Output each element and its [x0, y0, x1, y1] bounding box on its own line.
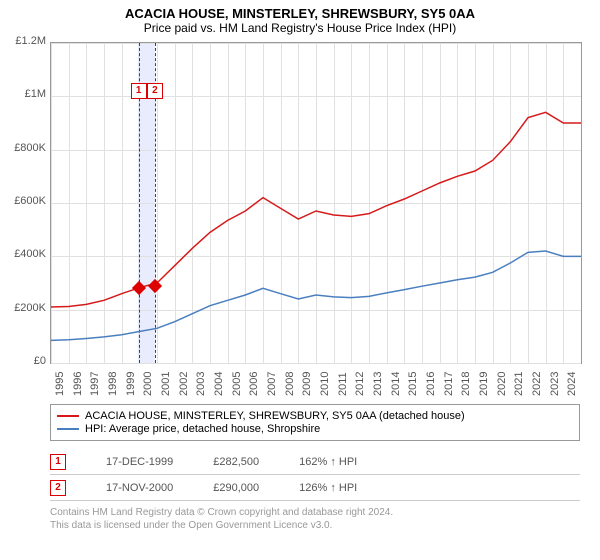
legend: ACACIA HOUSE, MINSTERLEY, SHREWSBURY, SY… [50, 404, 580, 441]
x-tick-label: 2016 [425, 372, 437, 396]
legend-item: ACACIA HOUSE, MINSTERLEY, SHREWSBURY, SY… [57, 410, 573, 422]
y-tick-label: £1M [2, 88, 46, 100]
sale-delta: 162% ↑ HPI [299, 456, 357, 468]
sale-marker-1: 1 [131, 83, 147, 99]
sale-price: £282,500 [213, 456, 259, 468]
x-tick-label: 2003 [195, 372, 207, 396]
x-tick-label: 2006 [248, 372, 260, 396]
x-tick-label: 1995 [54, 372, 66, 396]
sale-row-1: 1 17-DEC-1999 £282,500 162% ↑ HPI [50, 454, 357, 470]
x-tick-label: 2021 [513, 372, 525, 396]
x-tick-label: 2014 [390, 372, 402, 396]
sale-date: 17-NOV-2000 [106, 482, 173, 494]
x-tick-label: 2023 [549, 372, 561, 396]
footer-line-1: Contains HM Land Registry data © Crown c… [50, 507, 393, 518]
x-tick-label: 2017 [443, 372, 455, 396]
chart-container: { "title": "ACACIA HOUSE, MINSTERLEY, SH… [0, 0, 600, 560]
legend-item: HPI: Average price, detached house, Shro… [57, 423, 573, 435]
chart-title: ACACIA HOUSE, MINSTERLEY, SHREWSBURY, SY… [0, 0, 600, 21]
footer-line-2: This data is licensed under the Open Gov… [50, 520, 332, 531]
plot-area: 12 [50, 42, 582, 364]
x-tick-label: 2008 [284, 372, 296, 396]
x-tick-label: 2011 [337, 372, 349, 396]
x-tick-label: 2013 [372, 372, 384, 396]
divider [50, 474, 580, 475]
y-tick-label: £200K [2, 302, 46, 314]
y-tick-label: £600K [2, 195, 46, 207]
y-tick-label: £400K [2, 248, 46, 260]
legend-swatch [57, 428, 79, 430]
divider [50, 500, 580, 501]
x-tick-label: 2000 [142, 372, 154, 396]
x-tick-label: 2007 [266, 372, 278, 396]
y-tick-label: £1.2M [2, 35, 46, 47]
x-tick-label: 2012 [354, 372, 366, 396]
x-tick-label: 2020 [496, 372, 508, 396]
y-tick-label: £0 [2, 355, 46, 367]
x-tick-label: 2024 [566, 372, 578, 396]
y-tick-label: £800K [2, 142, 46, 154]
x-tick-label: 1999 [125, 372, 137, 396]
sale-date: 17-DEC-1999 [106, 456, 173, 468]
x-tick-label: 1997 [89, 372, 101, 396]
x-tick-label: 2010 [319, 372, 331, 396]
sale-delta: 126% ↑ HPI [299, 482, 357, 494]
sale-row-2: 2 17-NOV-2000 £290,000 126% ↑ HPI [50, 480, 357, 496]
x-tick-label: 2015 [407, 372, 419, 396]
series-line [51, 112, 581, 307]
chart-subtitle: Price paid vs. HM Land Registry's House … [0, 21, 600, 39]
x-tick-label: 2019 [478, 372, 490, 396]
x-tick-label: 2018 [460, 372, 472, 396]
x-tick-label: 2002 [178, 372, 190, 396]
x-tick-label: 2001 [160, 372, 172, 396]
x-tick-label: 2022 [531, 372, 543, 396]
legend-label: HPI: Average price, detached house, Shro… [85, 423, 320, 435]
sale-marker-2: 2 [147, 83, 163, 99]
x-tick-label: 2005 [231, 372, 243, 396]
series-line [51, 251, 581, 340]
sale-marker-box-1: 1 [50, 454, 66, 470]
legend-swatch [57, 415, 79, 417]
footer: Contains HM Land Registry data © Crown c… [50, 506, 393, 532]
x-tick-label: 2009 [301, 372, 313, 396]
x-tick-label: 1996 [72, 372, 84, 396]
x-tick-label: 2004 [213, 372, 225, 396]
legend-label: ACACIA HOUSE, MINSTERLEY, SHREWSBURY, SY… [85, 410, 465, 422]
sale-price: £290,000 [213, 482, 259, 494]
sale-marker-box-2: 2 [50, 480, 66, 496]
x-tick-label: 1998 [107, 372, 119, 396]
